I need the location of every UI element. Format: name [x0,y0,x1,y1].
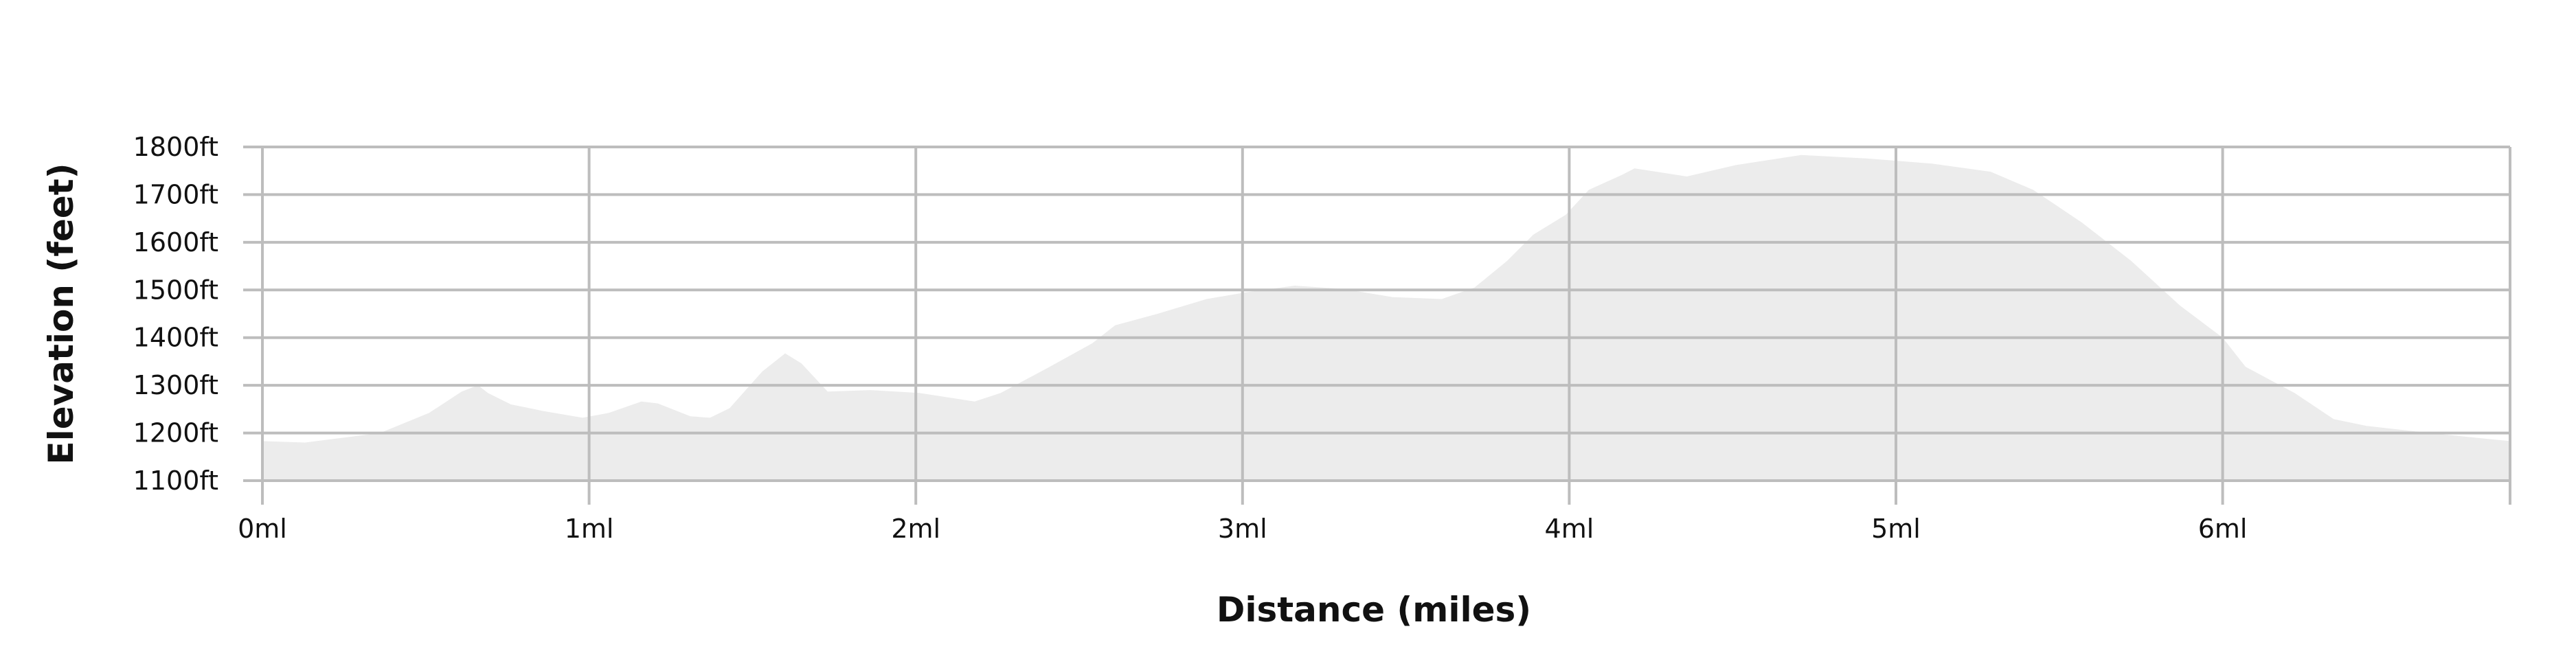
x-axis-title: Distance (miles) [1217,590,1531,630]
x-tick-label: 5ml [1871,514,1921,544]
y-tick-label: 1200ft [133,418,218,448]
x-tick-label: 4ml [1545,514,1594,544]
tick-labels: 1100ft 1200ft 1300ft 1400ft 1500ft 1600ft 1700… [133,132,2248,544]
y-tick-label: 1400ft [133,323,218,353]
x-tick-label: 2ml [891,514,940,544]
y-tick-label: 1700ft [133,179,218,209]
y-tick-label: 1300ft [133,370,218,400]
x-tick-label: 6ml [2198,514,2248,544]
x-tick-label: 0ml [238,514,287,544]
y-axis-title: Elevation (feet) [41,163,81,464]
y-tick-label: 1100ft [133,466,218,496]
elevation-area [262,154,2511,481]
area-layer [262,154,2511,481]
y-tick-label: 1800ft [133,132,218,162]
x-tick-label: 3ml [1218,514,1267,544]
y-tick-label: 1500ft [133,275,218,305]
x-tick-label: 1ml [565,514,614,544]
grid-layer [243,146,2511,505]
y-tick-label: 1600ft [133,227,218,257]
